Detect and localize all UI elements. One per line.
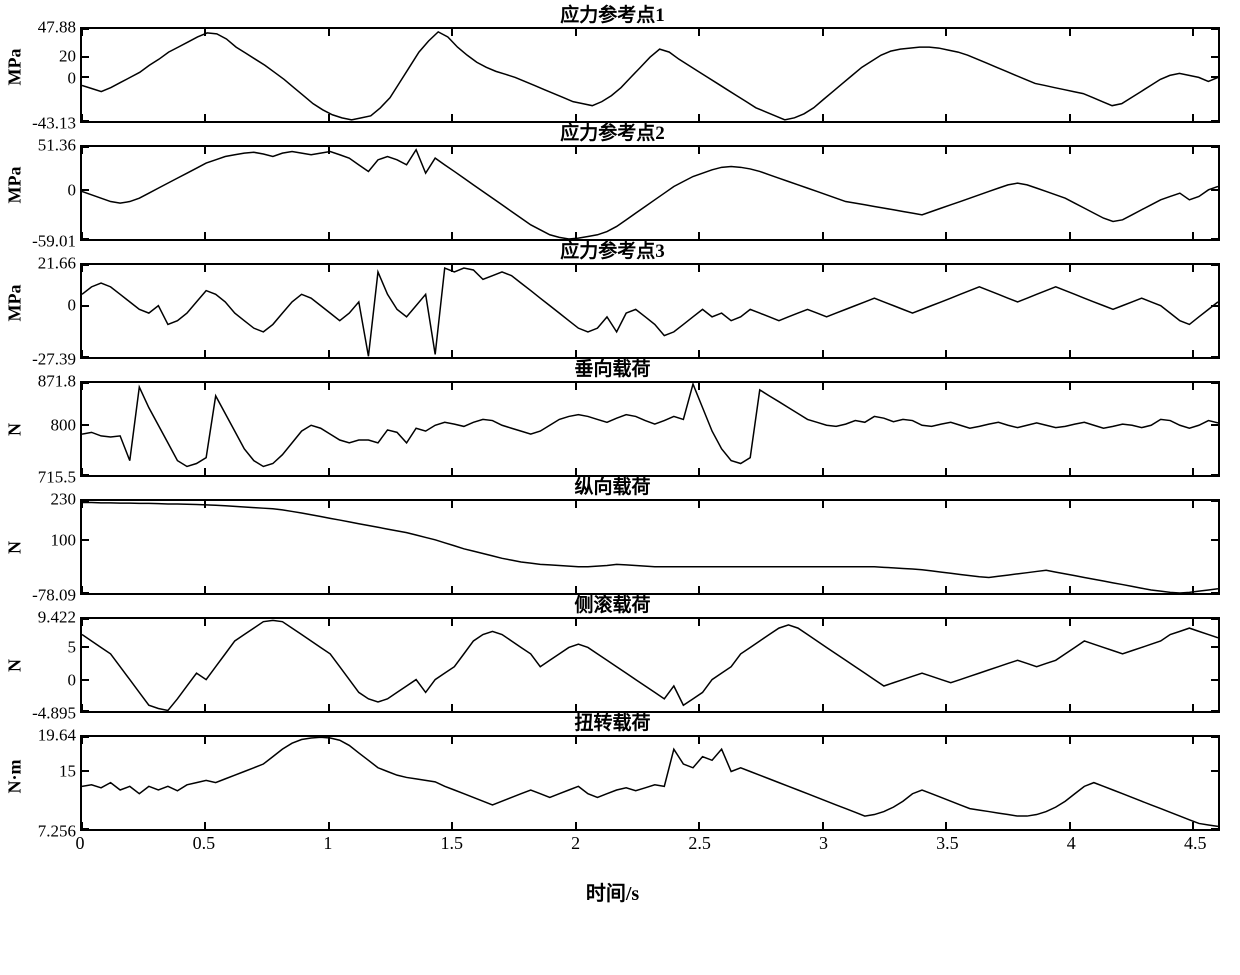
plot-area	[80, 145, 1220, 241]
panel-title: 扭转载荷	[5, 713, 1220, 735]
plot-area	[80, 27, 1220, 123]
y-ticks: 871.8800715.5	[25, 381, 80, 477]
line-trace	[82, 383, 1218, 475]
x-axis: 0 0.5 1 1.5 2 2.5 3 3.5 4 4.5	[5, 831, 1220, 855]
plot-area	[80, 499, 1220, 595]
x-axis-label: 时间/s	[5, 877, 1220, 906]
x-tick-label: 2	[571, 833, 580, 854]
line-trace	[82, 29, 1218, 121]
y-tick-label: 19.64	[38, 727, 76, 744]
plot-area	[80, 381, 1220, 477]
line-trace	[82, 501, 1218, 593]
panel-5: 侧滚载荷N9.42250-4.895	[5, 595, 1220, 713]
y-tick-label: 0	[68, 672, 77, 689]
y-tick-label: 800	[51, 417, 77, 434]
plot-area	[80, 263, 1220, 359]
panel-2: 应力参考点3MPa21.660-27.39	[5, 241, 1220, 359]
panel-4: 纵向载荷N230100-78.09	[5, 477, 1220, 595]
y-ticks: 51.360-59.01	[25, 145, 80, 241]
multi-panel-timeseries: 应力参考点1MPa47.88200-43.13应力参考点2MPa51.360-5…	[5, 5, 1220, 906]
panel-body: MPa51.360-59.01	[5, 145, 1220, 241]
panel-title: 应力参考点1	[5, 5, 1220, 27]
y-ticks: 47.88200-43.13	[25, 27, 80, 123]
panel-1: 应力参考点2MPa51.360-59.01	[5, 123, 1220, 241]
panel-6: 扭转载荷N·m19.64157.256	[5, 713, 1220, 831]
y-tick-label: 100	[51, 531, 77, 548]
panel-title: 垂向载荷	[5, 359, 1220, 381]
x-tick-label: 2.5	[688, 833, 711, 854]
y-axis-label: MPa	[5, 183, 26, 203]
y-tick-label: 0	[68, 181, 77, 198]
panel-title: 应力参考点3	[5, 241, 1220, 263]
plot-area	[80, 617, 1220, 713]
y-tick-label: 7.256	[38, 823, 76, 840]
x-ticks: 00.511.522.533.544.5	[80, 831, 1220, 855]
y-axis-label: N	[5, 419, 26, 439]
x-tick-label: 1	[323, 833, 332, 854]
line-trace	[82, 265, 1218, 357]
y-tick-label: 5	[68, 638, 77, 655]
x-tick-label: 0	[76, 833, 85, 854]
line-trace	[82, 147, 1218, 239]
y-tick-label: 51.36	[38, 137, 76, 154]
line-trace	[82, 737, 1218, 829]
x-tick-label: 3.5	[936, 833, 959, 854]
panel-body: MPa47.88200-43.13	[5, 27, 1220, 123]
y-tick-label: 230	[51, 491, 77, 508]
panel-title: 纵向载荷	[5, 477, 1220, 499]
panel-body: N·m19.64157.256	[5, 735, 1220, 831]
x-tick-label: 1.5	[440, 833, 463, 854]
x-tick-label: 4	[1067, 833, 1076, 854]
panel-title: 应力参考点2	[5, 123, 1220, 145]
line-trace	[82, 619, 1218, 711]
y-axis-label: N	[5, 655, 26, 675]
y-tick-label: 0	[68, 297, 77, 314]
y-ticks: 19.64157.256	[25, 735, 80, 831]
y-ticks: 9.42250-4.895	[25, 617, 80, 713]
panel-body: MPa21.660-27.39	[5, 263, 1220, 359]
y-tick-label: 21.66	[38, 255, 76, 272]
y-axis-label: N·m	[5, 773, 26, 793]
y-axis-label: N	[5, 537, 26, 557]
panel-3: 垂向载荷N871.8800715.5	[5, 359, 1220, 477]
y-tick-label: 0	[68, 69, 77, 86]
x-tick-label: 4.5	[1184, 833, 1207, 854]
y-axis-label: MPa	[5, 301, 26, 321]
x-tick-label: 3	[819, 833, 828, 854]
plot-area	[80, 735, 1220, 831]
y-tick-label: 47.88	[38, 19, 76, 36]
panel-0: 应力参考点1MPa47.88200-43.13	[5, 5, 1220, 123]
panel-title: 侧滚载荷	[5, 595, 1220, 617]
panel-body: N9.42250-4.895	[5, 617, 1220, 713]
y-ticks: 21.660-27.39	[25, 263, 80, 359]
y-ticks: 230100-78.09	[25, 499, 80, 595]
y-tick-label: 871.8	[38, 373, 76, 390]
y-tick-label: 9.422	[38, 609, 76, 626]
panel-body: N230100-78.09	[5, 499, 1220, 595]
y-tick-label: 15	[59, 762, 76, 779]
panel-body: N871.8800715.5	[5, 381, 1220, 477]
y-axis-label: MPa	[5, 65, 26, 85]
y-tick-label: 20	[59, 48, 76, 65]
x-tick-label: 0.5	[193, 833, 216, 854]
